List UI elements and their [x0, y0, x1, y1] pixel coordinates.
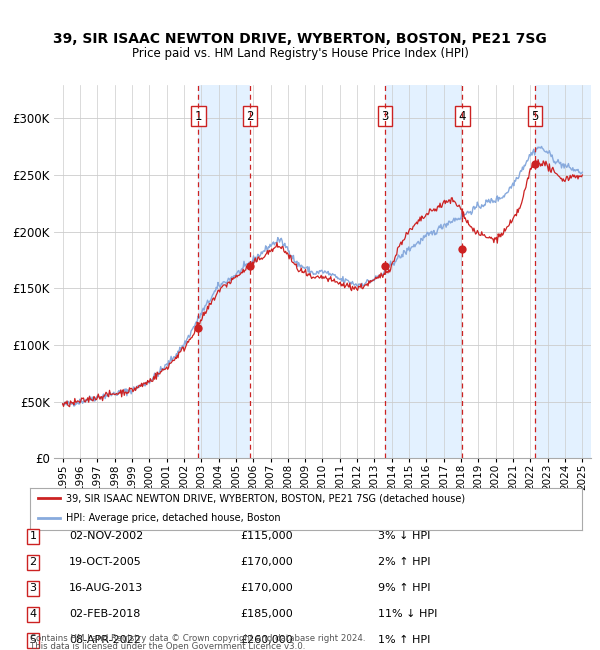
Text: 3: 3 — [382, 110, 389, 123]
Text: 08-APR-2022: 08-APR-2022 — [69, 635, 141, 645]
Text: 4: 4 — [29, 609, 37, 619]
Text: 16-AUG-2013: 16-AUG-2013 — [69, 583, 143, 593]
Text: Contains HM Land Registry data © Crown copyright and database right 2024.: Contains HM Land Registry data © Crown c… — [30, 634, 365, 643]
Text: 4: 4 — [459, 110, 466, 123]
Text: £115,000: £115,000 — [240, 531, 293, 541]
Text: 2: 2 — [29, 557, 37, 567]
Text: £170,000: £170,000 — [240, 583, 293, 593]
Text: £185,000: £185,000 — [240, 609, 293, 619]
Text: 5: 5 — [29, 635, 37, 645]
Bar — [385, 84, 463, 458]
Text: HPI: Average price, detached house, Boston: HPI: Average price, detached house, Bost… — [66, 513, 281, 523]
Text: 19-OCT-2005: 19-OCT-2005 — [69, 557, 142, 567]
Text: 39, SIR ISAAC NEWTON DRIVE, WYBERTON, BOSTON, PE21 7SG: 39, SIR ISAAC NEWTON DRIVE, WYBERTON, BO… — [53, 32, 547, 46]
Text: 2: 2 — [246, 110, 253, 123]
Text: 5: 5 — [532, 110, 539, 123]
Text: This data is licensed under the Open Government Licence v3.0.: This data is licensed under the Open Gov… — [30, 642, 305, 650]
Text: 3% ↓ HPI: 3% ↓ HPI — [378, 531, 430, 541]
Bar — [199, 84, 250, 458]
Text: 11% ↓ HPI: 11% ↓ HPI — [378, 609, 437, 619]
Text: 02-FEB-2018: 02-FEB-2018 — [69, 609, 140, 619]
Bar — [535, 84, 591, 458]
Bar — [535, 84, 591, 458]
Text: 39, SIR ISAAC NEWTON DRIVE, WYBERTON, BOSTON, PE21 7SG (detached house): 39, SIR ISAAC NEWTON DRIVE, WYBERTON, BO… — [66, 493, 465, 503]
Text: 02-NOV-2002: 02-NOV-2002 — [69, 531, 143, 541]
Text: £170,000: £170,000 — [240, 557, 293, 567]
Text: 1: 1 — [29, 531, 37, 541]
Text: 1: 1 — [195, 110, 202, 123]
Text: 2% ↑ HPI: 2% ↑ HPI — [378, 557, 431, 567]
Text: Price paid vs. HM Land Registry's House Price Index (HPI): Price paid vs. HM Land Registry's House … — [131, 47, 469, 60]
Text: 1% ↑ HPI: 1% ↑ HPI — [378, 635, 430, 645]
Text: 3: 3 — [29, 583, 37, 593]
Text: £260,000: £260,000 — [240, 635, 293, 645]
Text: 9% ↑ HPI: 9% ↑ HPI — [378, 583, 431, 593]
